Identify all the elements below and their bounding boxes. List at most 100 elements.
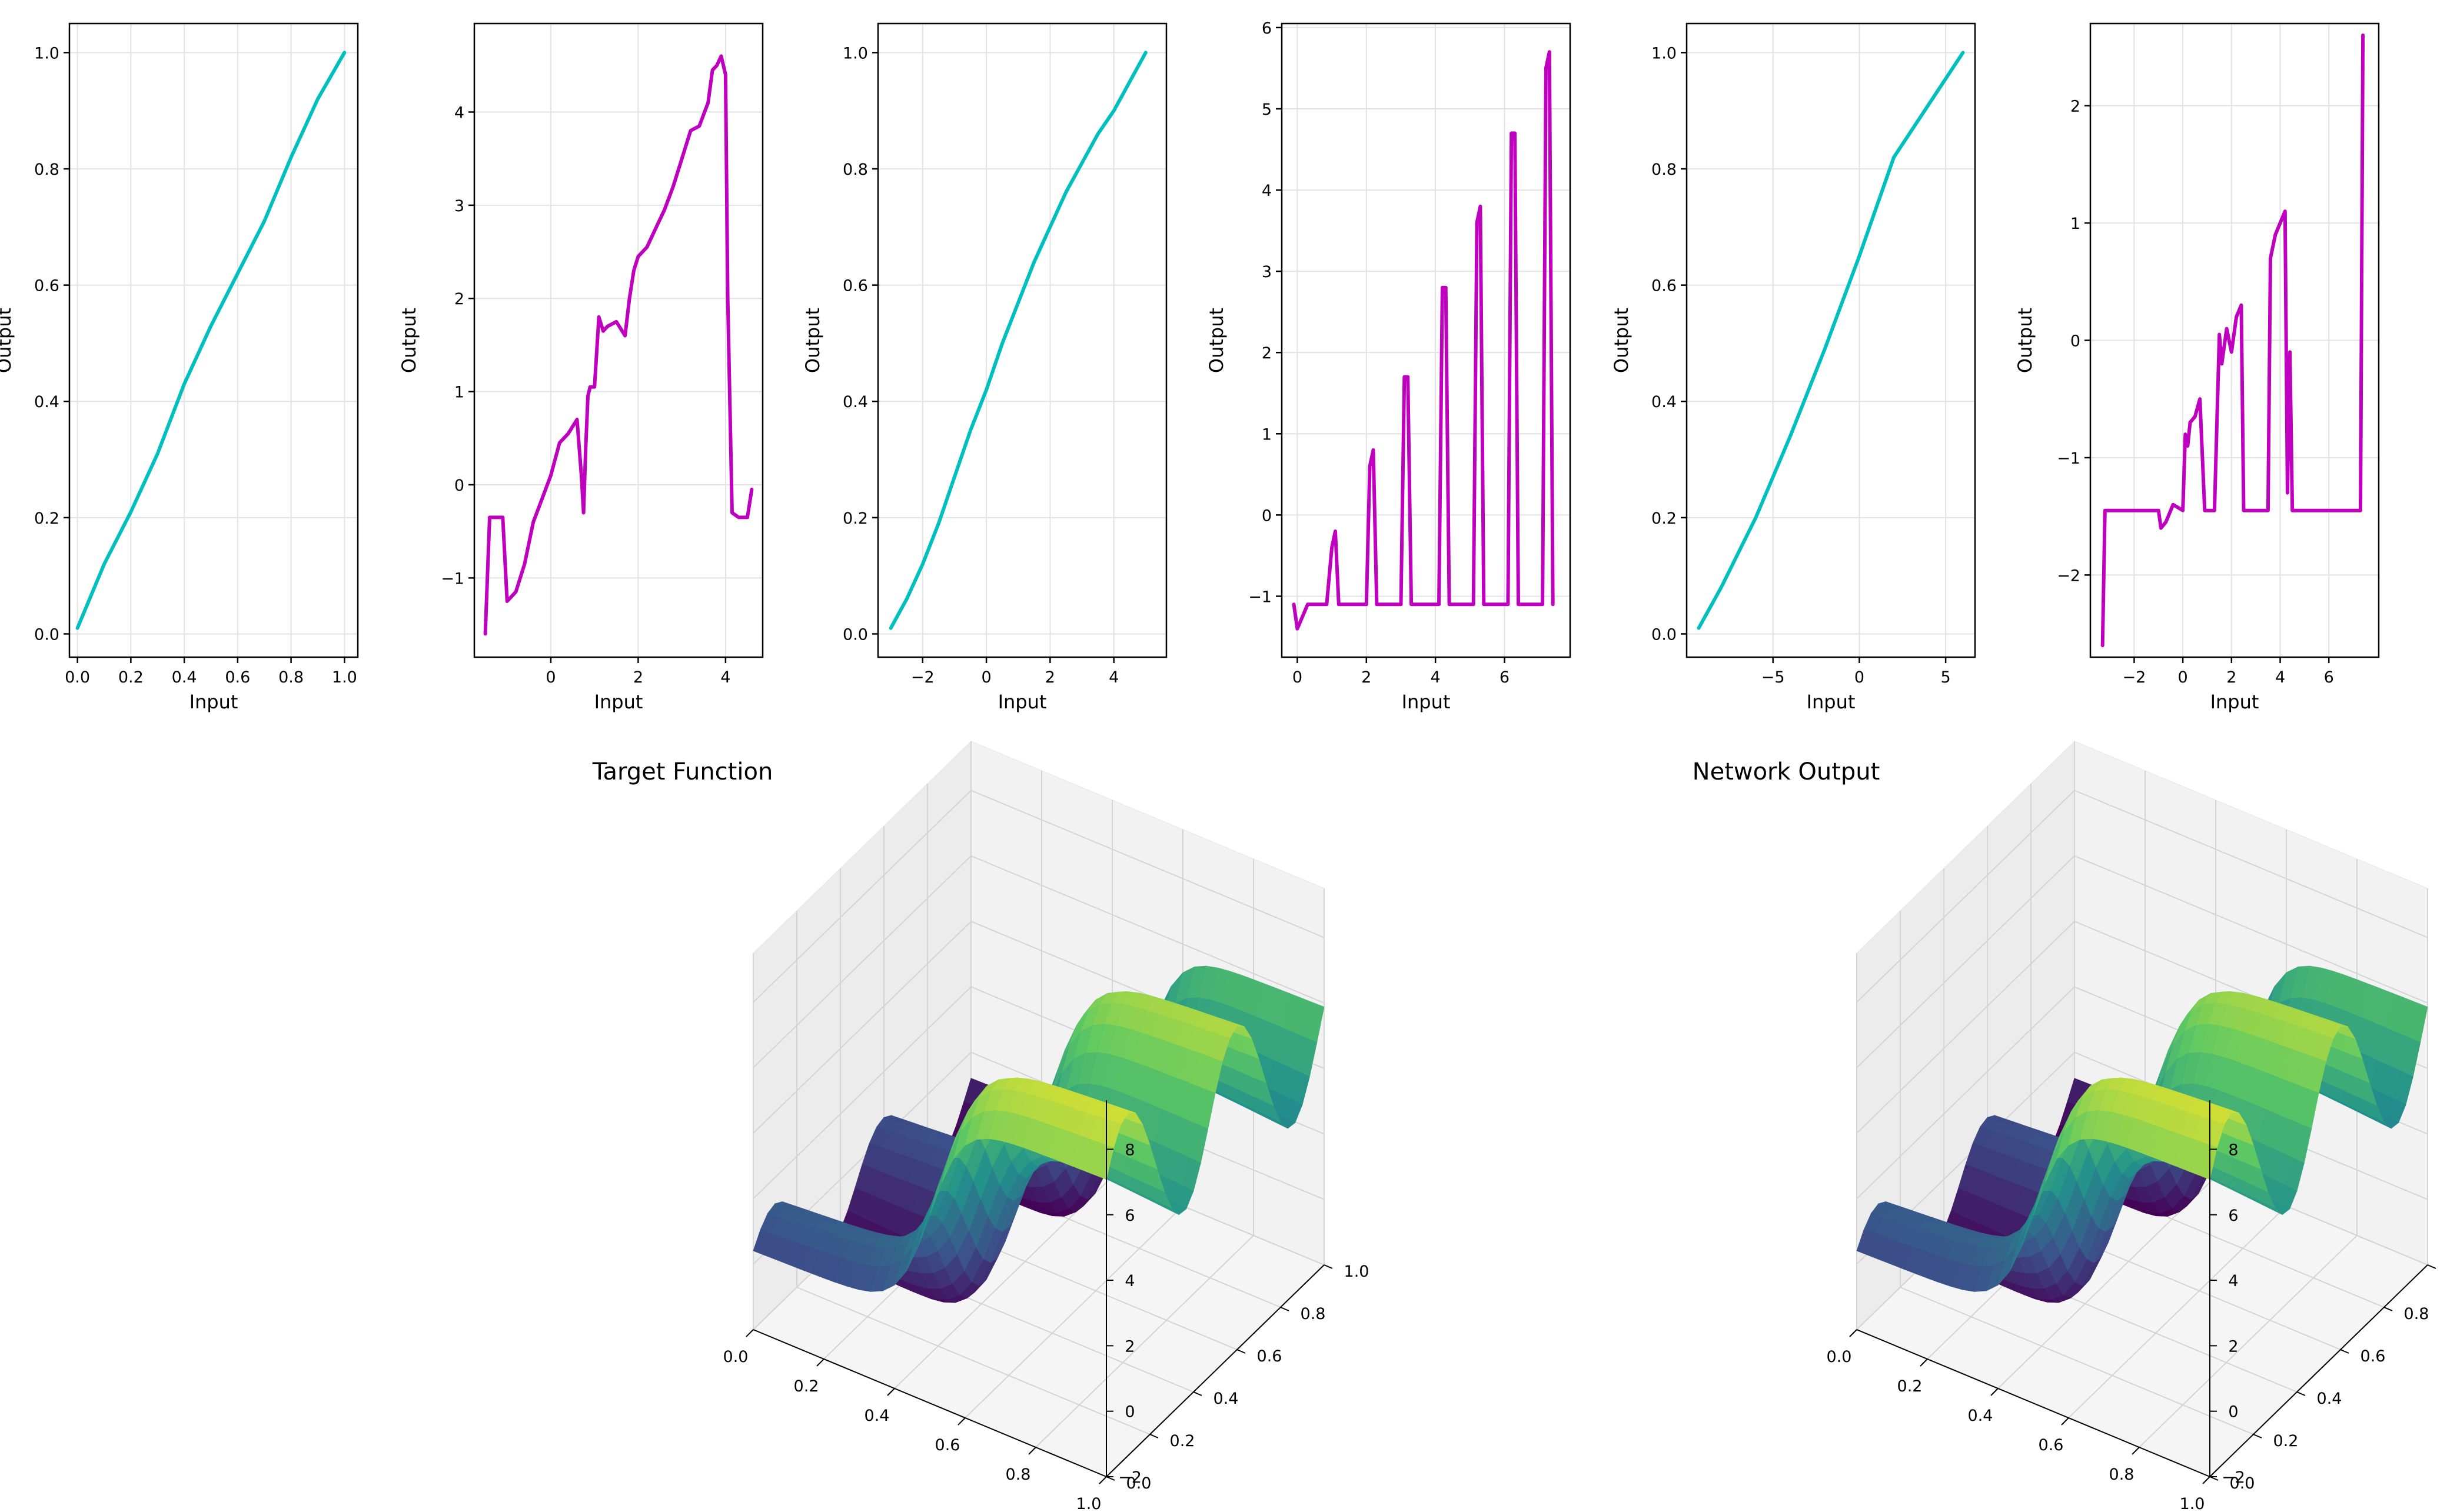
y-tick-label: 1.0 xyxy=(34,44,59,62)
line-chart-5: −5 0 5 0.0 0.2 0.4 0.6 0.8 1.0 Input Output xyxy=(1610,22,1976,713)
y-tick-label: −1 xyxy=(1248,588,1272,606)
z-tick-label: 2 xyxy=(2228,1337,2238,1356)
z-tick-label: 2 xyxy=(1125,1337,1135,1356)
x-tick-label: 0.8 xyxy=(2109,1466,2135,1484)
z-gridline xyxy=(1856,790,2428,1003)
x-tick-label: 0.0 xyxy=(1827,1348,1852,1366)
line-chart-2: 0 2 4 −1 0 1 2 3 4 Input Output xyxy=(398,22,764,713)
line-chart-3: −2 0 2 4 0.0 0.2 0.4 0.6 0.8 1.0 Input Output xyxy=(802,22,1168,713)
x-tick-label: −2 xyxy=(2123,668,2146,687)
y-tick-label: 0.6 xyxy=(843,277,868,295)
x-tick-label: 1.0 xyxy=(1076,1495,1102,1512)
surface-mesh xyxy=(1856,965,2428,1303)
z-gridline xyxy=(1856,1051,2428,1265)
x-tick-mark xyxy=(2132,1447,2140,1455)
x-tick-mark xyxy=(2061,1417,2069,1426)
z-tick-label: 0 xyxy=(1125,1403,1135,1421)
y-tick-label: 0.4 xyxy=(2317,1390,2342,1408)
x-axis-line xyxy=(1856,1329,2210,1477)
y-tick-label: 0.8 xyxy=(1301,1305,1326,1323)
x-tick-mark xyxy=(1028,1447,1036,1455)
x-tick-label: 1.0 xyxy=(2180,1495,2205,1512)
x-axis-label: Input xyxy=(998,691,1047,713)
x-tick-label: 2 xyxy=(2226,668,2236,687)
y-tick-label: 0.0 xyxy=(34,625,59,644)
y-tick-mark xyxy=(1280,1307,1289,1311)
y-tick-label: 0.0 xyxy=(1126,1474,1152,1493)
x-tick-label: 0.8 xyxy=(1006,1466,1031,1484)
y-tick-label: 0.6 xyxy=(1651,277,1677,295)
line-chart-1: 0.0 0.2 0.4 0.6 0.8 1.0 0.0 0.2 0.4 0.6 0.8 1.0 Inpu… xyxy=(0,22,359,713)
surface-chart-2: 0.00.20.40.60.81.00.00.20.40.60.81.0−202… xyxy=(1693,740,2436,1512)
plot-frame xyxy=(877,22,1168,658)
x-tick-label: −5 xyxy=(1761,668,1785,687)
x-tick-label: 2 xyxy=(633,668,643,687)
y-tick-mark xyxy=(1324,1264,1333,1269)
x-tick-mark xyxy=(887,1388,895,1396)
y-tick-label: 0.6 xyxy=(2360,1347,2386,1366)
series-line xyxy=(889,51,1148,630)
y-axis-label: Output xyxy=(802,308,824,373)
series-line xyxy=(1697,51,1965,630)
x-tick-label: 0.6 xyxy=(935,1436,960,1454)
y-tick-mark xyxy=(1149,1434,1159,1438)
series-line xyxy=(2100,33,2365,648)
surface-mesh xyxy=(753,965,1325,1303)
x-axis-label: Input xyxy=(189,691,238,713)
y-tick-label: 0.4 xyxy=(1213,1390,1239,1408)
x-tick-label: 0.4 xyxy=(865,1407,890,1425)
z-gridline xyxy=(753,1051,1325,1265)
z-tick-label: 0 xyxy=(2228,1403,2238,1421)
x-tick-label: 6 xyxy=(2324,668,2334,687)
y-tick-label: 0.0 xyxy=(2230,1474,2255,1493)
x-axis-label: Input xyxy=(2210,691,2259,713)
y-tick-label: 1.0 xyxy=(1344,1263,1369,1281)
x-tick-mark xyxy=(957,1417,966,1426)
y-tick-mark xyxy=(2253,1434,2262,1438)
x-axis-label: Input xyxy=(1402,691,1451,713)
y-tick-mark xyxy=(2427,1264,2436,1269)
y-axis-label: Output xyxy=(1205,308,1228,373)
surface-patch xyxy=(2197,1143,2217,1180)
x-tick-label: 0.0 xyxy=(723,1348,749,1366)
y-tick-label: 4 xyxy=(1262,182,1272,200)
y-tick-label: 5 xyxy=(1262,101,1272,119)
x-tick-label: −2 xyxy=(911,668,935,687)
y-tick-label: 1.0 xyxy=(843,44,868,62)
y-tick-label: 0.8 xyxy=(843,161,868,179)
y-axis-label: Output xyxy=(1610,308,1633,373)
x-tick-mark xyxy=(1920,1358,1928,1367)
x-tick-label: 4 xyxy=(2275,668,2285,687)
y-tick-label: 0.0 xyxy=(1651,625,1677,644)
series-line xyxy=(483,54,754,636)
y-tick-label: 0.2 xyxy=(34,509,59,528)
y-axis-line xyxy=(1106,1264,1325,1477)
x-axis-line xyxy=(753,1329,1107,1477)
y-tick-mark xyxy=(2383,1307,2393,1311)
z-tick-label: 4 xyxy=(1125,1272,1135,1290)
z-tick-label: 6 xyxy=(2228,1207,2238,1225)
y-tick-label: 2 xyxy=(1262,344,1272,362)
x-tick-label: 2 xyxy=(1045,668,1055,687)
y-tick-label: 0.2 xyxy=(1170,1432,1195,1450)
surface-chart-1: 0.0 0.2 0.4 0.6 0.8 1.0 0.0 0.2 0.4 0.6 0.8 1.0 −2 0 2… xyxy=(592,740,1369,1512)
x-tick-mark xyxy=(2202,1476,2210,1484)
y-tick-label: 0.2 xyxy=(1651,509,1677,528)
series-line xyxy=(1292,50,1555,631)
y-tick-label: 2 xyxy=(2070,98,2080,116)
x-axis-label: Input xyxy=(594,691,643,713)
z-tick-label: −2 xyxy=(1118,1468,1142,1487)
y-tick-label: 0 xyxy=(1262,507,1272,525)
x-tick-label: 6 xyxy=(1500,668,1510,687)
x-tick-label: 4 xyxy=(1109,668,1119,687)
x-tick-label: 0 xyxy=(1292,668,1302,687)
x-tick-label: 0 xyxy=(1854,668,1864,687)
x-tick-mark xyxy=(1990,1388,1999,1396)
y-tick-label: 6 xyxy=(1262,19,1272,38)
surface-title: Target Function xyxy=(592,758,773,785)
plot-frame xyxy=(1685,22,1976,658)
y-tick-label: 2 xyxy=(454,290,464,308)
x-tick-mark xyxy=(1849,1329,1857,1337)
series-line xyxy=(75,51,347,630)
y-tick-label: −2 xyxy=(2057,567,2080,585)
